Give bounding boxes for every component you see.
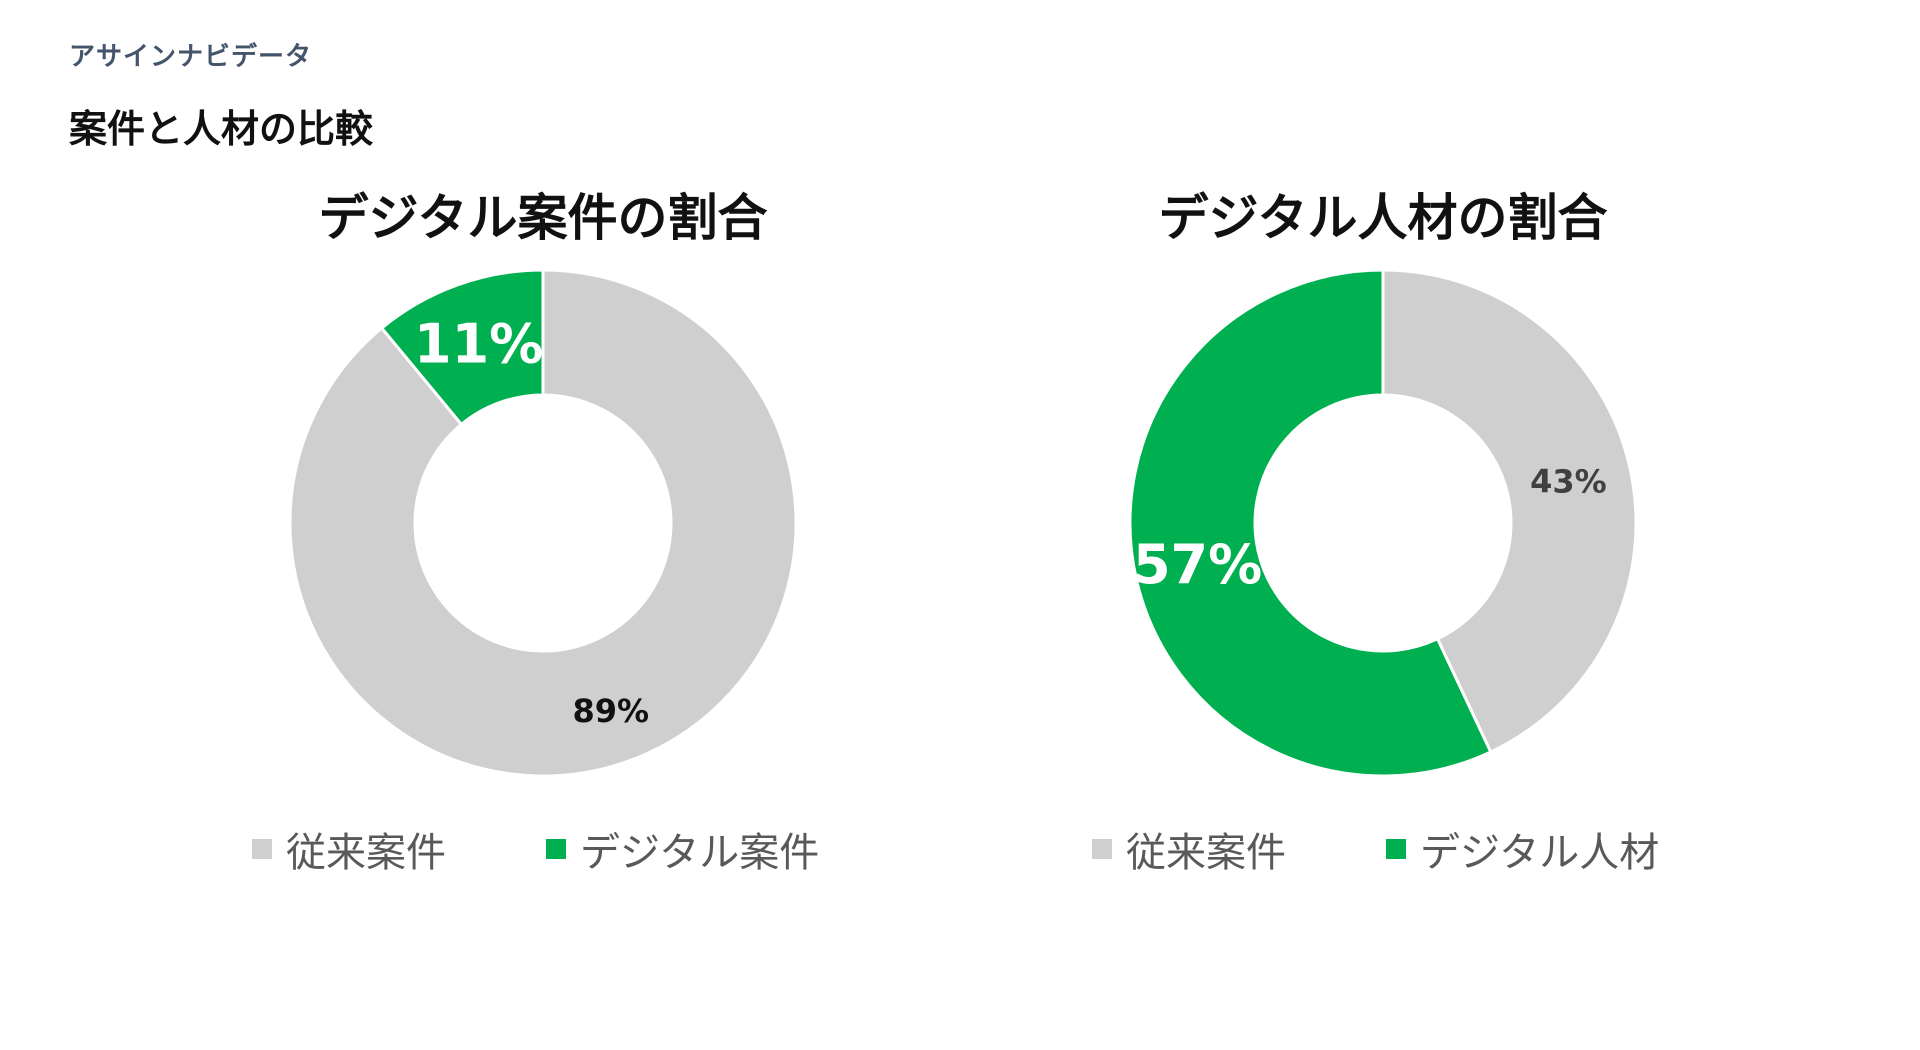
donut-slice-1-0 — [1381, 268, 1638, 754]
legend-label: デジタル人材 — [1420, 830, 1660, 876]
chart-title-digital-talent: デジタル人材の割合 — [1158, 189, 1608, 247]
brand-label: アサインナビデータ — [69, 42, 313, 72]
data-label-0-0: 89% — [572, 692, 649, 730]
data-label-0-1: 11% — [414, 313, 543, 376]
legend-item-digital-projects: デジタル案件 — [546, 820, 819, 878]
legend-swatch — [546, 839, 566, 859]
legend-digital-projects: 従来案件 デジタル案件 — [252, 820, 819, 878]
legend-label: 従来案件 — [286, 830, 446, 876]
legend-swatch — [1092, 839, 1112, 859]
chart-title-digital-projects: デジタル案件の割合 — [318, 189, 768, 247]
legend-swatch — [252, 839, 272, 859]
legend-label: 従来案件 — [1126, 830, 1286, 876]
legend-swatch — [1386, 839, 1406, 859]
legend-item-traditional-projects: 従来案件 — [252, 820, 446, 878]
data-label-1-1: 57% — [1133, 533, 1262, 596]
legend-label: デジタル案件 — [580, 830, 820, 876]
legend-digital-talent: 従来案件 デジタル人材 — [1092, 820, 1659, 878]
legend-item-digital-talent: デジタル人材 — [1386, 820, 1659, 878]
donut-slice-1-1 — [1128, 268, 1493, 778]
data-label-1-0: 43% — [1530, 463, 1607, 501]
page-title: 案件と人材の比較 — [69, 107, 374, 151]
legend-item-traditional-projects: 従来案件 — [1092, 820, 1286, 878]
donut-slice-0-1 — [379, 268, 545, 427]
donut-slice-0-0 — [288, 268, 798, 778]
